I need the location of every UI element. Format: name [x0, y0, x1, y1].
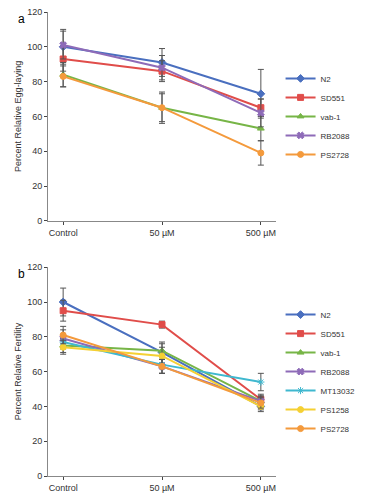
svg-text:60: 60: [32, 367, 42, 377]
svg-text:40: 40: [32, 402, 42, 412]
svg-text:120: 120: [27, 262, 42, 272]
svg-text:Control: Control: [49, 228, 78, 238]
svg-text:100: 100: [27, 42, 42, 52]
svg-text:Control: Control: [49, 483, 78, 493]
svg-text:vab-1: vab-1: [321, 349, 342, 358]
svg-text:0: 0: [37, 216, 42, 226]
svg-text:50 µM: 50 µM: [149, 483, 174, 493]
svg-text:80: 80: [32, 332, 42, 342]
svg-text:MT13032: MT13032: [321, 387, 355, 396]
svg-text:SD551: SD551: [321, 94, 346, 103]
svg-text:40: 40: [32, 146, 42, 156]
svg-text:N2: N2: [321, 311, 332, 320]
svg-text:RB2088: RB2088: [321, 132, 350, 141]
svg-text:SD551: SD551: [321, 330, 346, 339]
svg-text:PS2728: PS2728: [321, 151, 350, 160]
svg-text:PS2728: PS2728: [321, 425, 350, 434]
svg-text:20: 20: [32, 436, 42, 446]
svg-text:Percent Relative Fertility: Percent Relative Fertility: [13, 322, 23, 420]
svg-text:N2: N2: [321, 75, 332, 84]
svg-text:50 µM: 50 µM: [149, 228, 174, 238]
svg-text:120: 120: [27, 7, 42, 17]
svg-text:500 µM: 500 µM: [246, 483, 276, 493]
svg-text:100: 100: [27, 297, 42, 307]
svg-text:a: a: [18, 12, 25, 26]
svg-text:500 µM: 500 µM: [246, 228, 276, 238]
svg-text:0: 0: [37, 471, 42, 481]
svg-text:60: 60: [32, 112, 42, 122]
svg-text:b: b: [18, 267, 25, 281]
svg-text:80: 80: [32, 77, 42, 87]
svg-text:vab-1: vab-1: [321, 113, 342, 122]
svg-text:Percent Relative Egg-laying: Percent Relative Egg-laying: [13, 61, 23, 172]
svg-text:RB2088: RB2088: [321, 368, 350, 377]
svg-text:PS1258: PS1258: [321, 406, 350, 415]
svg-text:20: 20: [32, 181, 42, 191]
